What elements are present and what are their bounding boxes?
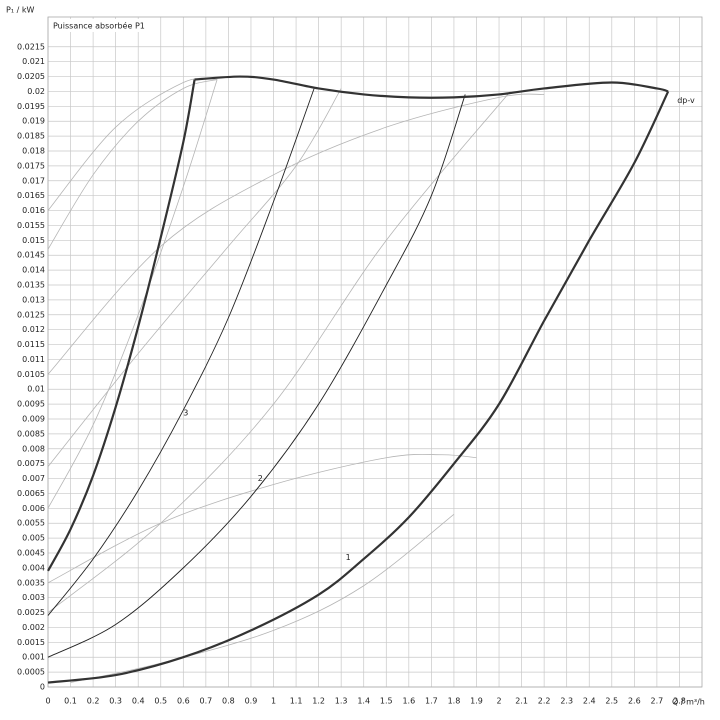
x-tick-label: 1.3 xyxy=(335,697,348,706)
y-tick-label: 0.019 xyxy=(22,117,45,126)
x-tick-label: 0.4 xyxy=(132,697,145,706)
annotation: 2 xyxy=(258,474,263,483)
y-axis-label: P₁ / kW xyxy=(6,6,34,15)
y-tick-label: 0.014 xyxy=(22,266,45,275)
y-tick-label: 0.008 xyxy=(22,444,45,453)
y-tick-label: 0.0145 xyxy=(17,251,45,260)
y-tick-label: 0.015 xyxy=(22,236,45,245)
x-tick-label: 0.8 xyxy=(222,697,235,706)
curve xyxy=(47,88,315,616)
y-tick-label: 0.02 xyxy=(27,87,45,96)
y-tick-label: 0.007 xyxy=(22,474,45,483)
x-tick-label: 0 xyxy=(45,697,50,706)
x-tick-label: 1.9 xyxy=(470,697,483,706)
annotation: dp-v xyxy=(677,96,695,105)
x-tick-label: 1.7 xyxy=(425,697,438,706)
curve xyxy=(194,75,669,99)
y-tick-label: 0.0155 xyxy=(17,221,45,230)
curve xyxy=(47,79,218,250)
x-tick-label: 2.1 xyxy=(515,697,528,706)
y-tick-label: 0.0105 xyxy=(17,370,45,379)
annotation: 3 xyxy=(183,409,188,418)
curve xyxy=(47,79,196,572)
y-tick-label: 0 xyxy=(40,683,45,692)
x-tick-label: 1.2 xyxy=(312,697,325,706)
x-tick-label: 2.6 xyxy=(628,697,641,706)
y-tick-label: 0.01 xyxy=(27,385,45,394)
chart-title: Puissance absorbée P1 xyxy=(53,21,145,31)
grid xyxy=(47,17,702,688)
curve xyxy=(47,90,670,684)
x-tick-label: 1.1 xyxy=(290,697,303,706)
annotation: 1 xyxy=(346,553,351,562)
y-tick-label: 0.012 xyxy=(22,325,45,334)
x-tick-label: 1.5 xyxy=(380,697,393,706)
y-tick-label: 0.0185 xyxy=(17,132,45,141)
y-tick-label: 0.0095 xyxy=(17,400,45,409)
x-tick-label: 2.2 xyxy=(538,697,551,706)
x-tick-label: 1.6 xyxy=(402,697,415,706)
x-tick-label: 0.5 xyxy=(154,697,167,706)
y-tick-label: 0.018 xyxy=(22,147,45,156)
y-tick-label: 0.0045 xyxy=(17,549,45,558)
y-tick-label: 0.0035 xyxy=(17,578,45,587)
x-tick-label: 0.2 xyxy=(87,697,100,706)
y-tick-label: 0.017 xyxy=(22,176,45,185)
curve xyxy=(70,513,455,683)
y-tick-label: 0.0215 xyxy=(17,42,45,51)
y-tick-label: 0.0085 xyxy=(17,429,45,438)
x-axis-label: Q / m³/h xyxy=(672,698,705,707)
x-tick-label: 2.5 xyxy=(605,697,618,706)
curve xyxy=(47,453,477,584)
y-tick-label: 0.006 xyxy=(22,504,45,513)
y-tick-label: 0.0065 xyxy=(17,489,45,498)
x-tick-label: 1.8 xyxy=(448,697,461,706)
x-tick-label: 2.7 xyxy=(651,697,664,706)
x-tick-label: 0.6 xyxy=(177,697,190,706)
y-tick-label: 0.0205 xyxy=(17,72,45,81)
x-tick-label: 1.4 xyxy=(357,697,370,706)
y-tick-label: 0.0125 xyxy=(17,310,45,319)
y-tick-label: 0.0015 xyxy=(17,638,45,647)
y-tick-label: 0.009 xyxy=(22,415,45,424)
curve xyxy=(47,93,545,375)
curve xyxy=(47,88,342,467)
y-tick-label: 0.0115 xyxy=(17,340,45,349)
y-tick-label: 0.005 xyxy=(22,534,45,543)
curves xyxy=(47,75,670,684)
x-tick-label: 0.1 xyxy=(64,697,77,706)
x-tick-label: 1 xyxy=(271,697,276,706)
y-tick-label: 0.013 xyxy=(22,295,45,304)
y-tick-label: 0.0165 xyxy=(17,191,45,200)
x-tick-label: 2.3 xyxy=(560,697,573,706)
x-tick-label: 0.3 xyxy=(109,697,122,706)
x-tick-label: 2.8 xyxy=(673,697,686,706)
y-tick-label: 0.0195 xyxy=(17,102,45,111)
y-tick-label: 0.001 xyxy=(22,653,45,662)
x-tick-label: 2.4 xyxy=(583,697,596,706)
x-tick-label: 2 xyxy=(496,697,501,706)
y-tick-label: 0.0055 xyxy=(17,519,45,528)
curve xyxy=(47,91,511,613)
y-tick-label: 0.0175 xyxy=(17,161,45,170)
curve xyxy=(47,79,218,509)
y-tick-label: 0.003 xyxy=(22,593,45,602)
plot-frame xyxy=(47,16,703,688)
y-tick-label: 0.021 xyxy=(22,57,45,66)
y-tick-label: 0.0025 xyxy=(17,608,45,617)
y-tick-label: 0.0075 xyxy=(17,459,45,468)
y-tick-label: 0.0135 xyxy=(17,281,45,290)
x-tick-label: 0.9 xyxy=(245,697,258,706)
y-tick-label: 0.011 xyxy=(22,355,45,364)
x-tick-label: 0.7 xyxy=(199,697,212,706)
labels: 0 0.0005 0.001 0.0015 0.002 0.0025 0.003 0.0035… xyxy=(17,42,695,705)
y-tick-label: 0.0005 xyxy=(17,668,45,677)
title-box xyxy=(50,19,142,32)
y-tick-label: 0.004 xyxy=(22,563,45,572)
y-tick-label: 0.002 xyxy=(22,623,45,632)
curve xyxy=(47,94,466,658)
y-tick-label: 0.016 xyxy=(22,206,45,215)
